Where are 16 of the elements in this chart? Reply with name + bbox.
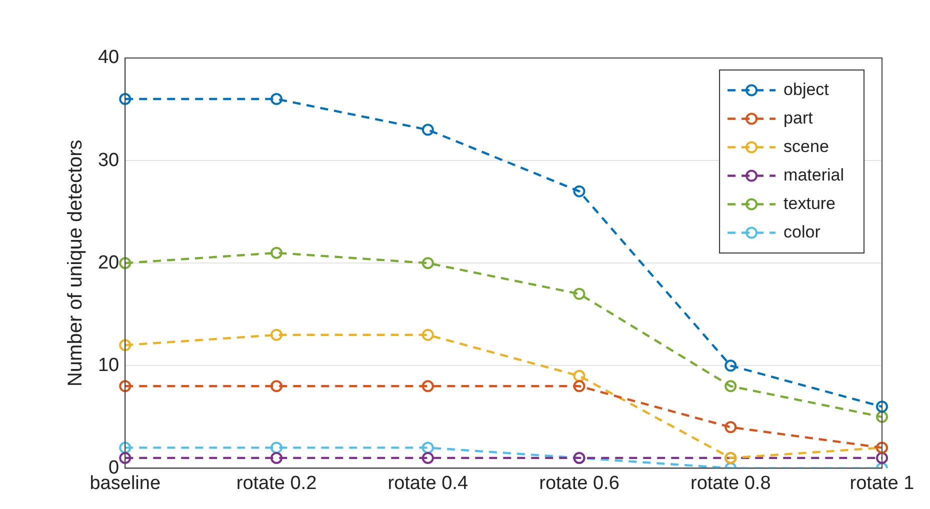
legend-label: color <box>784 222 821 242</box>
y-tick-label: 10 <box>98 354 120 376</box>
x-tick-label: rotate 0.2 <box>236 472 317 494</box>
y-tick-label: 30 <box>98 150 120 171</box>
x-tick-label: rotate 0.4 <box>388 472 468 494</box>
y-axis-title: Number of unique detectors <box>64 140 87 387</box>
legend-label: material <box>784 165 844 184</box>
legend-label: scene <box>784 136 829 156</box>
x-tick-label: rotate 0.6 <box>539 472 620 494</box>
y-tick-label: 20 <box>98 252 120 274</box>
x-tick-label: rotate 0.8 <box>690 472 771 494</box>
x-tick-label: rotate 1 <box>850 472 914 494</box>
legend-label: texture <box>784 194 836 213</box>
legend-label: object <box>784 80 830 99</box>
y-tick-label: 40 <box>98 47 120 68</box>
legend-label: part <box>784 108 814 128</box>
